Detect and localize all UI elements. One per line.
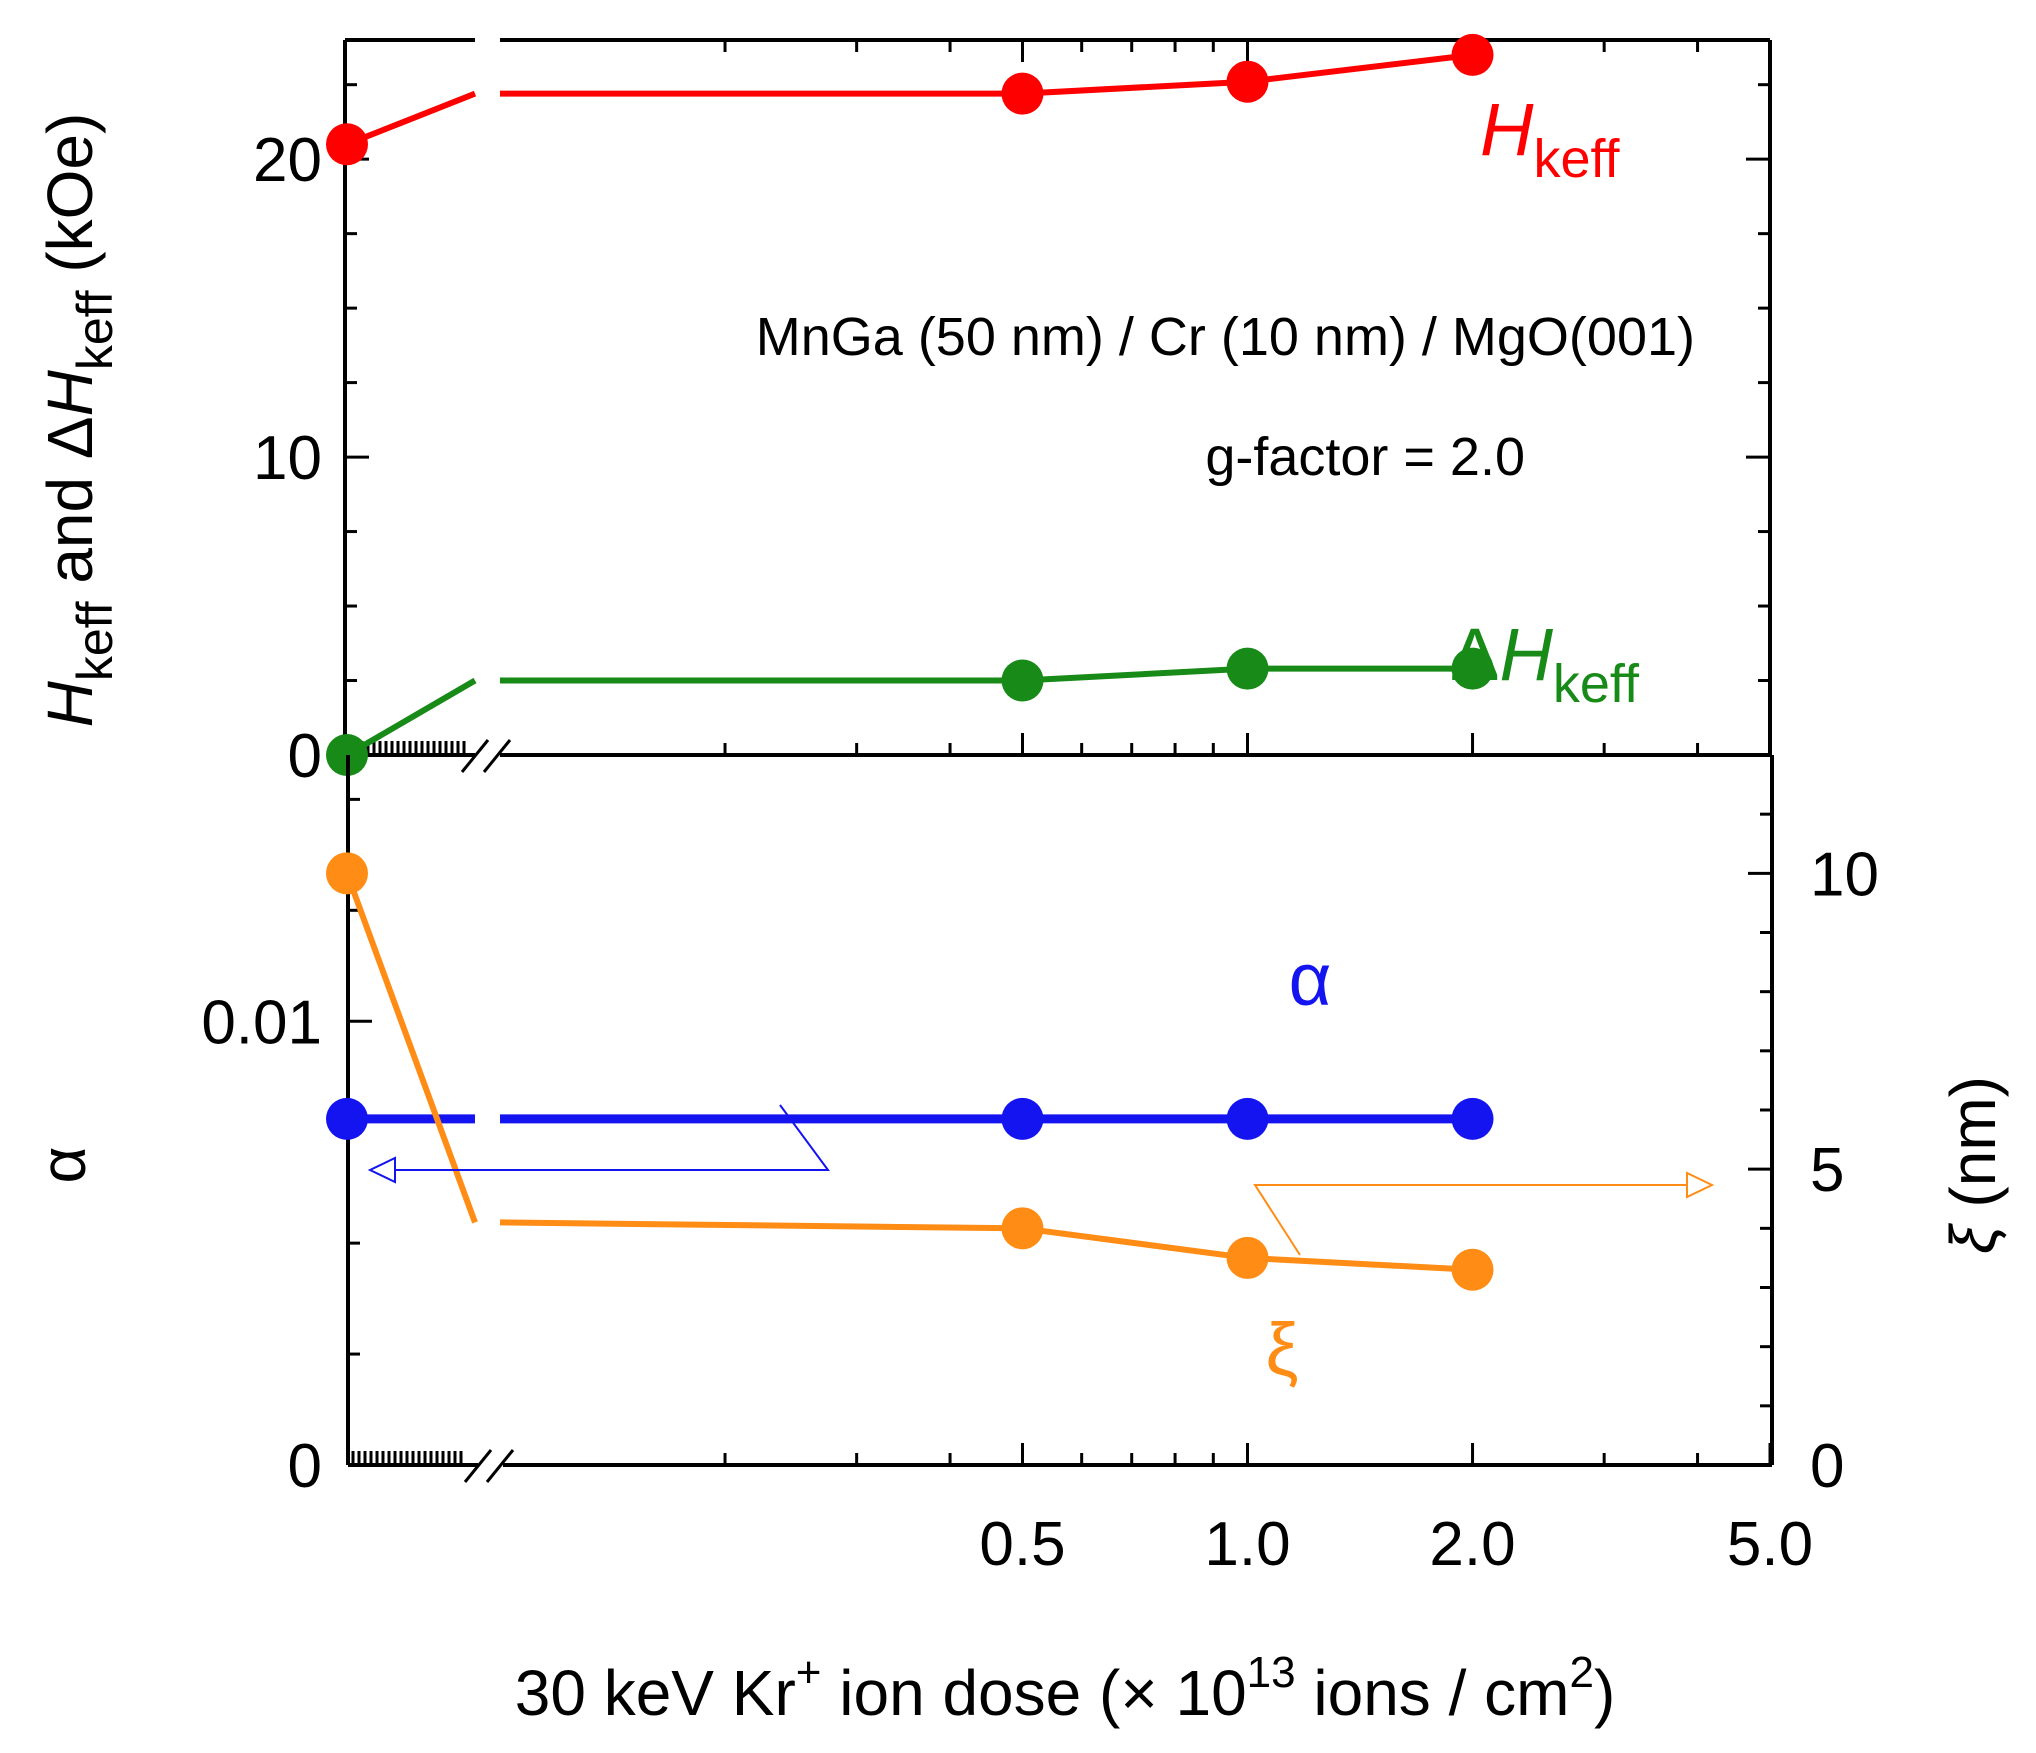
- bottom-panel-hatch: [351, 1451, 463, 1465]
- right-y-tick-label: 0: [1810, 1432, 1844, 1501]
- right-y-tick-label: 10: [1810, 840, 1879, 909]
- bottom-panel-right-ticks: [1748, 753, 1772, 1467]
- hkeff-line-origin: [345, 90, 477, 148]
- xi-point: [1226, 1236, 1269, 1279]
- hkeff-point: [1226, 60, 1269, 103]
- top-y-tick-label: 10: [253, 424, 322, 493]
- bottom-panel-tick-labels: 0 0.01 0 5 10 0.5 1.0 2.0 5.0: [201, 840, 1879, 1579]
- x-tick-label: 1.0: [1204, 1510, 1290, 1579]
- top-panel-tick-labels: 0 10 20: [253, 126, 322, 791]
- x-tick-label: 5.0: [1727, 1510, 1813, 1579]
- legend-label-xi: ξ: [1265, 1308, 1298, 1391]
- top-y-axis-title: Hkeff and ΔHkeff (kOe): [34, 113, 123, 728]
- xi-point: [326, 852, 368, 895]
- xi-point: [1001, 1207, 1044, 1250]
- x-axis-title: 30 keV Kr+ ion dose (× 1013 ions / cm2): [515, 1648, 1616, 1729]
- top-panel: 0 10 20 MnGa (50 nm) / Cr (10 nm) / MgO(00…: [34, 33, 1772, 791]
- alpha-point: [326, 1097, 368, 1140]
- top-panel-break-marks: [460, 739, 512, 773]
- hkeff-point: [1451, 33, 1494, 76]
- legend-label-alpha: α: [1289, 938, 1332, 1021]
- top-y-tick-label: 20: [253, 126, 322, 195]
- left-y-tick-label: 0: [288, 1432, 322, 1501]
- legend-label-hkeff: Hkeff: [1480, 88, 1621, 189]
- dhkeff-point: [1451, 647, 1494, 690]
- alpha-point: [1226, 1097, 1269, 1140]
- dhkeff-point: [1226, 647, 1269, 690]
- left-y-axis-title: α: [27, 1147, 99, 1184]
- xi-line-origin: [344, 872, 478, 1224]
- hkeff-point: [1001, 72, 1044, 115]
- left-y-tick-label: 0.01: [201, 988, 322, 1057]
- alpha-point: [1451, 1097, 1494, 1140]
- x-tick-label: 2.0: [1429, 1510, 1515, 1579]
- annotation-g-factor: g-factor = 2.0: [1205, 427, 1525, 487]
- top-y-tick-label: 0: [288, 722, 322, 791]
- legend-label-dhkeff: ΔHkeff: [1450, 613, 1640, 714]
- top-panel-series: [326, 33, 1494, 776]
- alpha-axis-pointer: [367, 1104, 830, 1184]
- xi-line: [499, 1219, 1473, 1273]
- right-y-tick-label: 5: [1810, 1136, 1844, 1205]
- bottom-panel-series: [326, 852, 1494, 1291]
- dhkeff-line: [500, 665, 1473, 684]
- annotation-sample: MnGa (50 nm) / Cr (10 nm) / MgO(001): [756, 307, 1695, 367]
- dhkeff-point: [1001, 659, 1044, 702]
- right-y-axis-title: ξ (nm): [1937, 1076, 2009, 1254]
- bottom-panel-xticks: [723, 1443, 1772, 1465]
- xi-axis-pointer: [1253, 1171, 1715, 1256]
- hkeff-point: [326, 123, 368, 166]
- dhkeff-line-origin: [345, 677, 477, 758]
- hkeff-line: [500, 51, 1473, 97]
- x-tick-label: 0.5: [979, 1510, 1065, 1579]
- bottom-panel-break-marks: [463, 1449, 515, 1483]
- bottom-panel: 0 0.01 0 5 10 0.5 1.0 2.0 5.0 α ξ α ξ (nm) 30 ke…: [27, 753, 2009, 1729]
- top-panel-xticks: [723, 40, 1772, 755]
- alpha-point: [1001, 1097, 1044, 1140]
- xi-point: [1451, 1248, 1494, 1291]
